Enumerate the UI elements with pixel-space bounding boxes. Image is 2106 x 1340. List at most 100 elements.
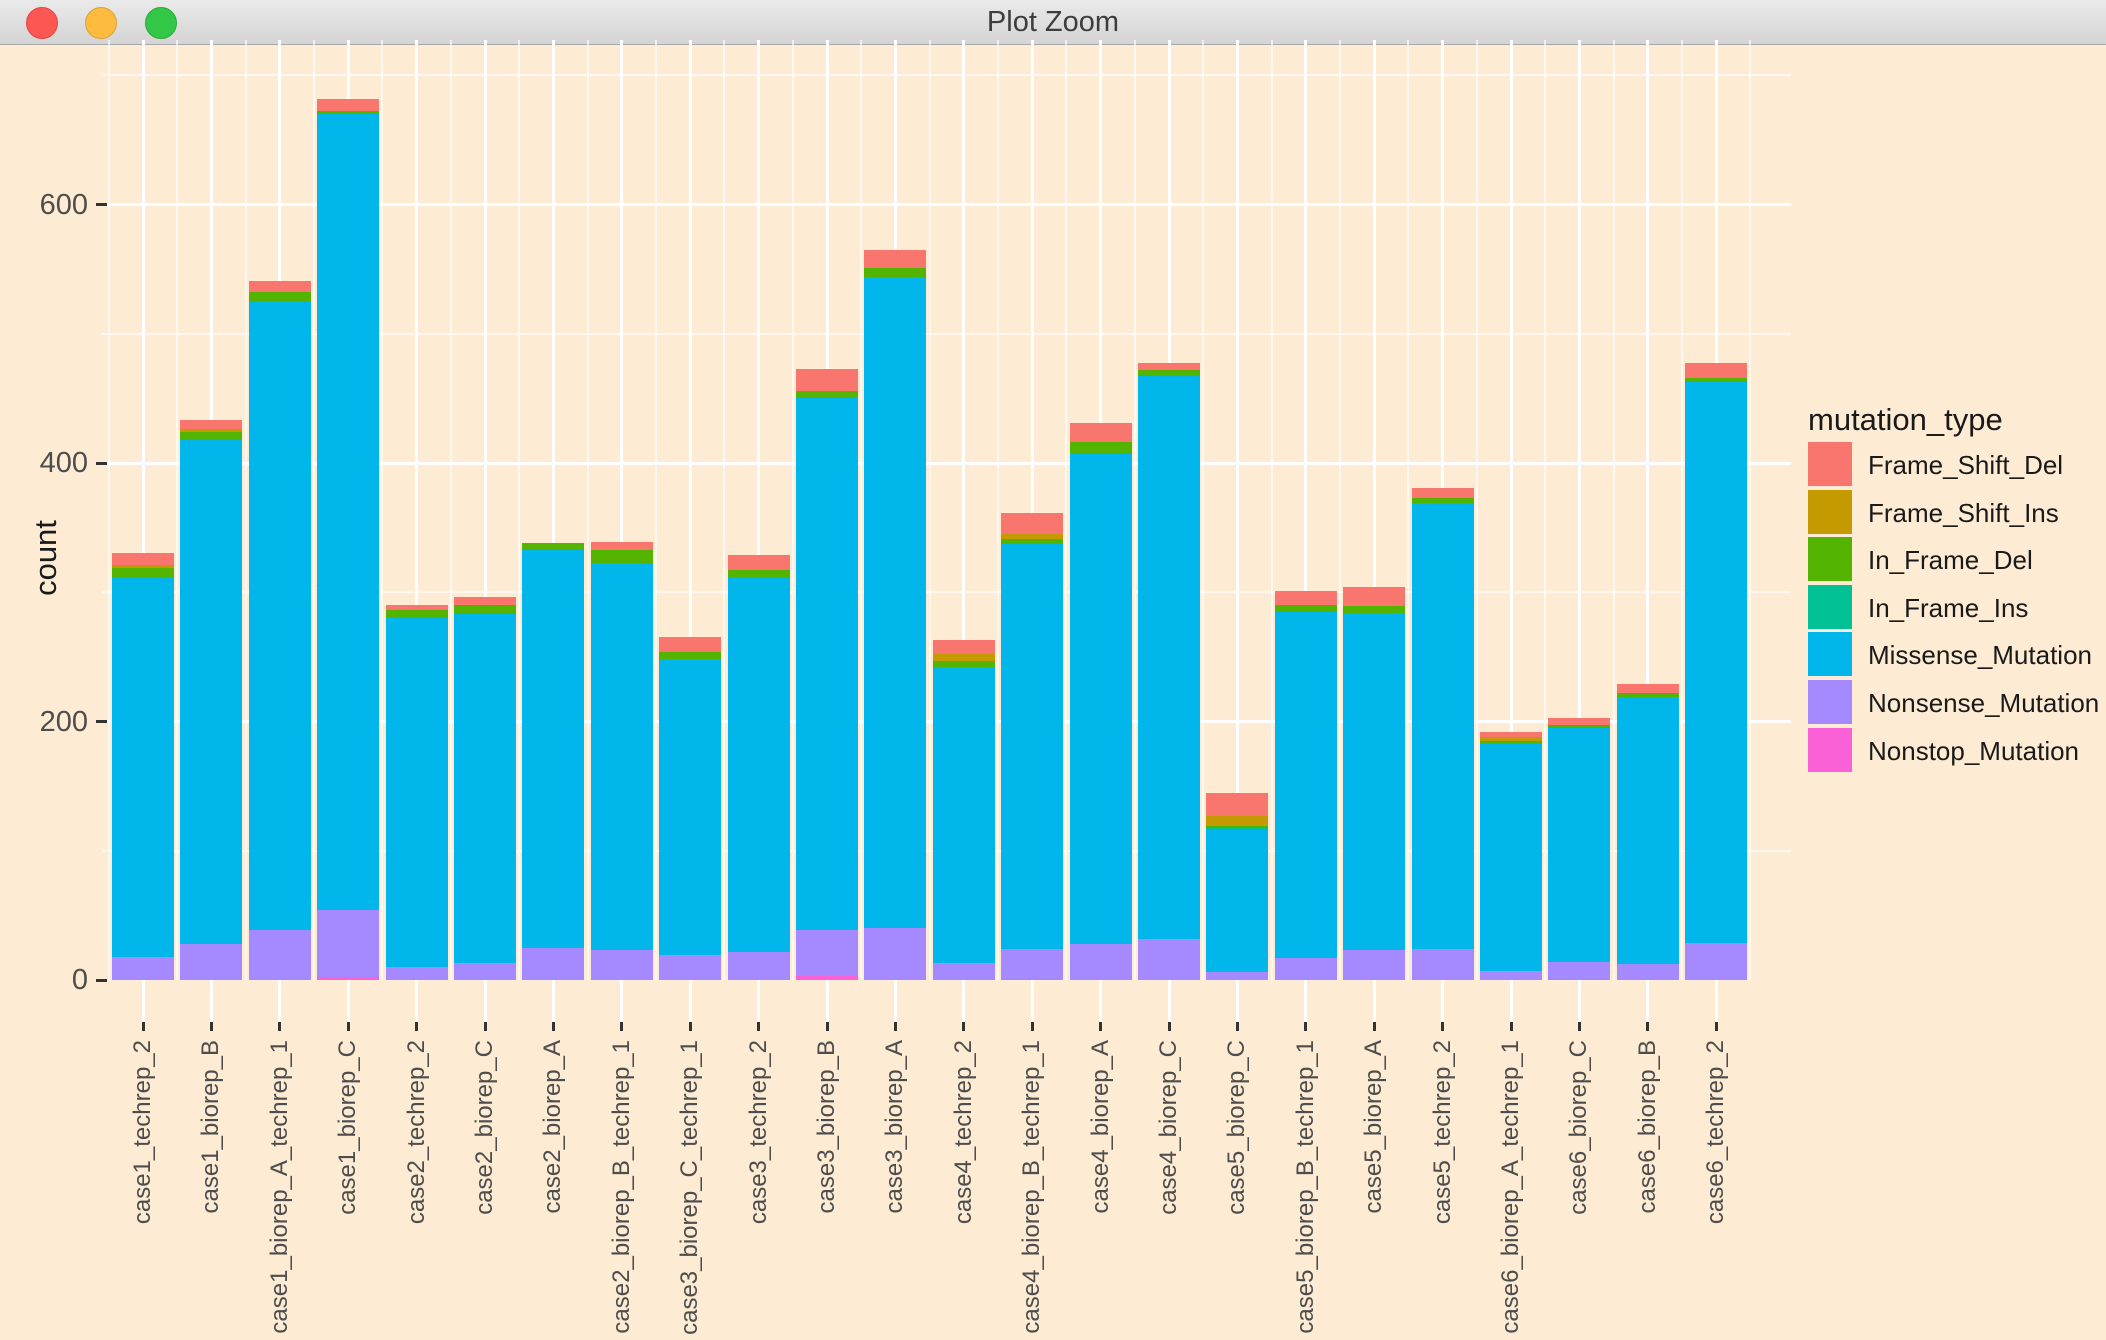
x-tick-mark: [1714, 1022, 1718, 1031]
bar-segment-In_Frame_Del: [385, 610, 448, 619]
gridline-minor-x: [1475, 40, 1478, 980]
x-tick-mark: [209, 1022, 213, 1031]
bar-segment-Missense_Mutation: [1069, 453, 1132, 944]
x-axis-label: case6_biorep_B: [1633, 1040, 1661, 1214]
bar-segment-In_Frame_Del: [317, 111, 380, 115]
bar-segment-Frame_Shift_Del: [1548, 717, 1611, 726]
x-axis-label: case3_biorep_A: [881, 1040, 909, 1214]
x-tick-mark: [1030, 1022, 1034, 1031]
bar-segment-Nonsense_Mutation: [796, 929, 858, 977]
bar-segment-Nonsense_Mutation: [932, 963, 995, 980]
minimize-button[interactable]: [85, 7, 117, 39]
y-tick-mark: [96, 461, 107, 465]
bar-segment-Missense_Mutation: [864, 276, 927, 929]
gridline-minor-y: [102, 74, 1791, 77]
x-tick: [893, 980, 897, 1022]
bar-segment-Frame_Shift_Del: [1411, 487, 1474, 498]
x-tick: [346, 980, 350, 1022]
gridline-minor-y: [102, 332, 1791, 335]
x-tick: [415, 980, 419, 1022]
x-tick-mark: [1509, 1022, 1513, 1031]
legend-swatch-Frame_Shift_Del: [1808, 442, 1852, 486]
gridline-major-x: [1646, 40, 1650, 980]
bar-segment-In_Frame_Del: [932, 660, 995, 668]
bar-segment-Missense_Mutation: [1343, 612, 1406, 951]
bar-segment-Nonsense_Mutation: [248, 929, 311, 980]
bar-segment-In_Frame_Del: [180, 431, 243, 440]
bar-segment-Frame_Shift_Del: [932, 640, 995, 655]
bar-segment-Nonsense_Mutation: [1548, 961, 1611, 979]
gridline-minor-x: [518, 40, 521, 980]
bar-segment-Missense_Mutation: [385, 618, 448, 968]
bar-segment-In_Frame_Del: [1411, 497, 1474, 504]
gridline-minor-x: [586, 40, 589, 980]
gridline-minor-x: [1544, 40, 1547, 980]
x-tick: [1167, 980, 1171, 1022]
y-tick-mark: [96, 720, 107, 723]
legend-label: Missense_Mutation: [1868, 640, 2092, 671]
y-tick-mark: [96, 203, 107, 206]
bar-segment-Nonsense_Mutation: [590, 950, 653, 980]
x-tick-mark: [346, 1022, 350, 1031]
gridline-major-x: [1304, 40, 1308, 980]
x-tick-mark: [141, 1022, 145, 1031]
gridline-minor-x: [928, 40, 931, 980]
bar-segment-Nonstop_Mutation: [1548, 978, 1611, 980]
bar-segment-In_Frame_Del: [522, 543, 585, 550]
gridline-minor-x: [1270, 40, 1273, 980]
x-tick: [757, 980, 761, 1022]
bar-segment-Frame_Shift_Del: [1069, 422, 1132, 443]
bar-segment-In_Frame_Del: [1001, 539, 1064, 545]
gridline-major-x: [1372, 40, 1376, 980]
y-axis-label: 600: [39, 188, 88, 221]
legend-label: Frame_Shift_Del: [1868, 450, 2064, 480]
close-button[interactable]: [26, 7, 58, 39]
bar-segment-Missense_Mutation: [1206, 830, 1269, 973]
x-tick: [483, 980, 487, 1022]
zoom-button[interactable]: [145, 7, 177, 39]
bar-segment-In_Frame_Del: [1616, 693, 1679, 697]
bar-segment-Missense_Mutation: [112, 576, 174, 957]
x-axis-label: case6_biorep_A_techrep_1: [1497, 1040, 1524, 1334]
bar-segment-Nonsense_Mutation: [659, 955, 722, 980]
bar-segment-Frame_Shift_Del: [590, 541, 653, 550]
gridline-minor-x: [1202, 40, 1205, 980]
bar-segment-In_Frame_Del: [1206, 826, 1269, 828]
legend-label: In_Frame_Del: [1868, 545, 2033, 576]
bar-segment-Missense_Mutation: [1685, 381, 1748, 943]
gridline-major-x: [141, 40, 145, 980]
legend-title: mutation_type: [1808, 402, 2003, 437]
gridline-minor-x: [1681, 40, 1683, 980]
x-tick: [1099, 980, 1103, 1022]
x-tick: [1030, 980, 1034, 1022]
gridline-minor-x: [1612, 40, 1615, 980]
legend-swatch-Nonsense_Mutation: [1808, 680, 1852, 724]
bar-segment-Frame_Shift_Del: [1206, 792, 1269, 816]
x-tick-mark: [962, 1022, 966, 1031]
bar-segment-Missense_Mutation: [727, 576, 790, 952]
x-tick: [209, 980, 213, 1022]
y-axis-label: 200: [39, 705, 88, 738]
bar-segment-Missense_Mutation: [659, 659, 722, 956]
x-tick: [620, 980, 624, 1022]
bar-segment-Frame_Shift_Ins: [1001, 534, 1064, 540]
bar-segment-Frame_Shift_Ins: [1480, 737, 1542, 741]
gridline-minor-x: [860, 40, 863, 980]
bar-segment-Nonsense_Mutation: [1411, 948, 1474, 980]
bar-segment-In_Frame_Del: [864, 267, 927, 277]
x-tick: [825, 980, 829, 1022]
x-tick: [1372, 980, 1376, 1022]
bar-segment-Nonstop_Mutation: [796, 976, 858, 980]
bar-segment-In_Frame_Del: [1138, 369, 1200, 377]
bar-segment-In_Frame_Del: [796, 390, 858, 399]
gridline-major-x: [620, 40, 624, 980]
bar-segment-In_Frame_Del: [1069, 442, 1132, 454]
gridline-minor-x: [107, 40, 110, 980]
x-tick-mark: [757, 1022, 761, 1031]
bar-segment-In_Frame_Del: [112, 567, 174, 577]
bar-segment-Frame_Shift_Del: [112, 553, 174, 566]
bar-segment-Frame_Shift_Ins: [180, 429, 243, 432]
x-tick-mark: [1646, 1022, 1650, 1031]
gridline-minor-x: [449, 40, 452, 980]
